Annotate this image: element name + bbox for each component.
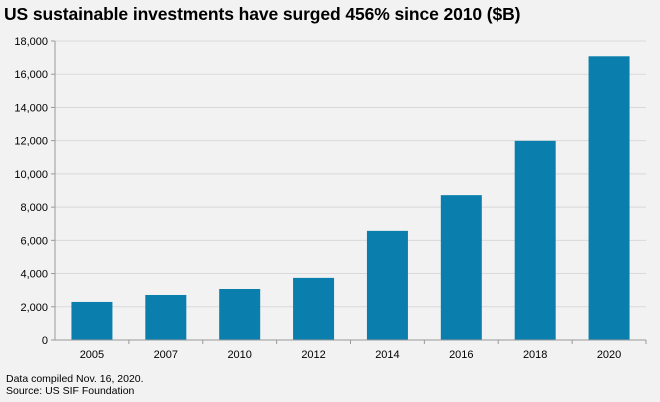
data-compiled-note: Data compiled Nov. 16, 2020. xyxy=(6,373,144,385)
chart-footer: Data compiled Nov. 16, 2020. Source: US … xyxy=(6,373,144,397)
x-tick-label: 2010 xyxy=(227,349,251,361)
y-tick-label: 14,000 xyxy=(14,102,48,114)
x-tick-label: 2005 xyxy=(80,349,104,361)
source-note: Source: US SIF Foundation xyxy=(6,385,135,397)
bar xyxy=(71,301,113,340)
gridlines xyxy=(55,40,646,308)
y-tick-label: 12,000 xyxy=(14,136,48,148)
bar-chart: 0 2,000 4,000 6,000 8,000 10,000 12,000 14,000 1… xyxy=(14,36,647,361)
x-tick-label: 2018 xyxy=(523,349,547,361)
x-tick-label: 2007 xyxy=(154,349,178,361)
bar xyxy=(219,289,261,340)
y-tick-label: 10,000 xyxy=(14,169,48,181)
x-tick-label: 2014 xyxy=(375,349,399,361)
y-tick-label: 6,000 xyxy=(20,235,48,247)
bar xyxy=(293,277,335,340)
y-tick-label: 8,000 xyxy=(20,202,48,214)
tick-labels: 0 2,000 4,000 6,000 8,000 10,000 12,000 14,000 1… xyxy=(14,36,621,361)
bar xyxy=(440,195,482,340)
bar xyxy=(366,230,408,340)
y-tick-label: 18,000 xyxy=(14,36,48,48)
bar xyxy=(588,56,630,340)
bars xyxy=(71,56,630,340)
x-tick-label: 2012 xyxy=(301,349,325,361)
y-tick-label: 16,000 xyxy=(14,69,48,81)
axes xyxy=(51,40,647,344)
bar xyxy=(514,140,556,340)
chart-title: US sustainable investments have surged 4… xyxy=(4,4,521,24)
bar xyxy=(145,294,187,340)
x-tick-label: 2020 xyxy=(597,349,621,361)
y-tick-label: 4,000 xyxy=(20,269,48,281)
y-tick-label: 2,000 xyxy=(20,302,48,314)
y-tick-label: 0 xyxy=(42,335,48,347)
x-tick-label: 2016 xyxy=(449,349,473,361)
